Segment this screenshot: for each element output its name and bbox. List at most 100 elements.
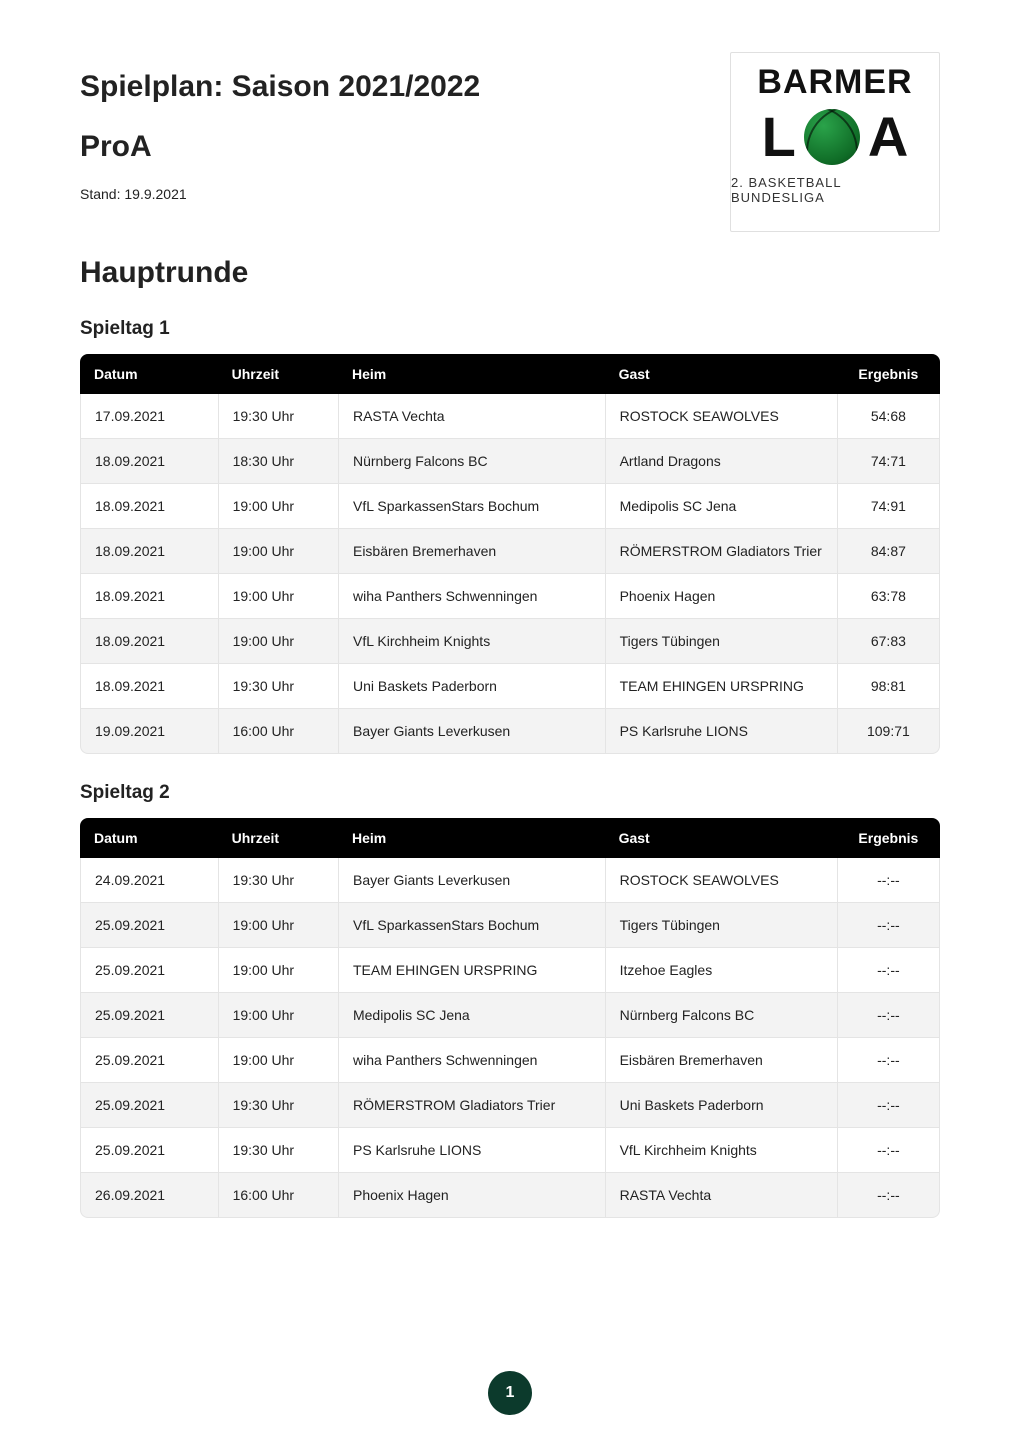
cell-datum: 24.09.2021 xyxy=(80,858,218,903)
table-row: 18.09.202119:30 UhrUni Baskets Paderborn… xyxy=(80,664,940,709)
column-header-heim: Heim xyxy=(338,354,605,394)
cell-ergebnis: 74:71 xyxy=(837,439,940,484)
cell-heim: Medipolis SC Jena xyxy=(338,993,605,1038)
cell-ergebnis: --:-- xyxy=(837,903,940,948)
table-row: 25.09.202119:30 UhrRÖMERSTROM Gladiators… xyxy=(80,1083,940,1128)
cell-uhrzeit: 19:30 Uhr xyxy=(218,1128,338,1173)
cell-uhrzeit: 16:00 Uhr xyxy=(218,709,338,754)
column-header-gast: Gast xyxy=(605,354,837,394)
league-logo: BARMER L A 2. BASKETBALL BUNDESLIGA xyxy=(730,52,940,232)
column-header-heim: Heim xyxy=(338,818,605,858)
table-row: 25.09.202119:00 Uhrwiha Panthers Schwenn… xyxy=(80,1038,940,1083)
cell-uhrzeit: 18:30 Uhr xyxy=(218,439,338,484)
cell-gast: Tigers Tübingen xyxy=(605,619,837,664)
cell-ergebnis: 54:68 xyxy=(837,394,940,439)
table-row: 18.09.202119:00 Uhrwiha Panthers Schwenn… xyxy=(80,574,940,619)
spieltag-title: Spieltag 2 xyxy=(80,782,940,804)
cell-ergebnis: --:-- xyxy=(837,1083,940,1128)
cell-uhrzeit: 19:00 Uhr xyxy=(218,574,338,619)
cell-ergebnis: --:-- xyxy=(837,1038,940,1083)
cell-gast: TEAM EHINGEN URSPRING xyxy=(605,664,837,709)
schedule-table: DatumUhrzeitHeimGastErgebnis17.09.202119… xyxy=(80,354,940,754)
cell-ergebnis: 67:83 xyxy=(837,619,940,664)
column-header-datum: Datum xyxy=(80,818,218,858)
cell-datum: 19.09.2021 xyxy=(80,709,218,754)
cell-gast: Nürnberg Falcons BC xyxy=(605,993,837,1038)
cell-heim: RASTA Vechta xyxy=(338,394,605,439)
cell-datum: 17.09.2021 xyxy=(80,394,218,439)
logo-letter-left: L xyxy=(762,104,796,169)
cell-heim: TEAM EHINGEN URSPRING xyxy=(338,948,605,993)
cell-uhrzeit: 19:00 Uhr xyxy=(218,484,338,529)
cell-gast: ROSTOCK SEAWOLVES xyxy=(605,858,837,903)
table-row: 25.09.202119:30 UhrPS Karlsruhe LIONSVfL… xyxy=(80,1128,940,1173)
cell-gast: RÖMERSTROM Gladiators Trier xyxy=(605,529,837,574)
cell-heim: Bayer Giants Leverkusen xyxy=(338,858,605,903)
cell-heim: Nürnberg Falcons BC xyxy=(338,439,605,484)
cell-heim: Eisbären Bremerhaven xyxy=(338,529,605,574)
column-header-gast: Gast xyxy=(605,818,837,858)
cell-uhrzeit: 16:00 Uhr xyxy=(218,1173,338,1218)
cell-gast: RASTA Vechta xyxy=(605,1173,837,1218)
cell-gast: VfL Kirchheim Knights xyxy=(605,1128,837,1173)
cell-gast: PS Karlsruhe LIONS xyxy=(605,709,837,754)
cell-heim: PS Karlsruhe LIONS xyxy=(338,1128,605,1173)
cell-datum: 25.09.2021 xyxy=(80,903,218,948)
schedule-table: DatumUhrzeitHeimGastErgebnis24.09.202119… xyxy=(80,818,940,1218)
cell-datum: 25.09.2021 xyxy=(80,993,218,1038)
cell-ergebnis: 63:78 xyxy=(837,574,940,619)
cell-ergebnis: --:-- xyxy=(837,948,940,993)
cell-ergebnis: 98:81 xyxy=(837,664,940,709)
cell-datum: 25.09.2021 xyxy=(80,1038,218,1083)
table-row: 24.09.202119:30 UhrBayer Giants Leverkus… xyxy=(80,858,940,903)
cell-heim: wiha Panthers Schwenningen xyxy=(338,574,605,619)
cell-datum: 18.09.2021 xyxy=(80,664,218,709)
spieltag-title: Spieltag 1 xyxy=(80,318,940,340)
cell-gast: Phoenix Hagen xyxy=(605,574,837,619)
cell-uhrzeit: 19:00 Uhr xyxy=(218,529,338,574)
cell-ergebnis: 74:91 xyxy=(837,484,940,529)
cell-gast: Uni Baskets Paderborn xyxy=(605,1083,837,1128)
table-row: 26.09.202116:00 UhrPhoenix HagenRASTA Ve… xyxy=(80,1173,940,1218)
table-row: 25.09.202119:00 UhrVfL SparkassenStars B… xyxy=(80,903,940,948)
logo-line1: BARMER xyxy=(757,63,912,102)
cell-datum: 18.09.2021 xyxy=(80,619,218,664)
cell-datum: 18.09.2021 xyxy=(80,484,218,529)
cell-datum: 25.09.2021 xyxy=(80,1083,218,1128)
cell-heim: VfL SparkassenStars Bochum xyxy=(338,903,605,948)
cell-heim: VfL SparkassenStars Bochum xyxy=(338,484,605,529)
cell-uhrzeit: 19:00 Uhr xyxy=(218,1038,338,1083)
table-row: 18.09.202118:30 UhrNürnberg Falcons BCAr… xyxy=(80,439,940,484)
cell-uhrzeit: 19:30 Uhr xyxy=(218,664,338,709)
cell-ergebnis: 109:71 xyxy=(837,709,940,754)
cell-datum: 25.09.2021 xyxy=(80,948,218,993)
cell-ergebnis: --:-- xyxy=(837,1128,940,1173)
cell-ergebnis: --:-- xyxy=(837,1173,940,1218)
cell-ergebnis: --:-- xyxy=(837,993,940,1038)
cell-gast: Eisbären Bremerhaven xyxy=(605,1038,837,1083)
cell-gast: Artland Dragons xyxy=(605,439,837,484)
cell-heim: RÖMERSTROM Gladiators Trier xyxy=(338,1083,605,1128)
column-header-datum: Datum xyxy=(80,354,218,394)
cell-heim: Uni Baskets Paderborn xyxy=(338,664,605,709)
cell-heim: wiha Panthers Schwenningen xyxy=(338,1038,605,1083)
cell-heim: Bayer Giants Leverkusen xyxy=(338,709,605,754)
table-row: 18.09.202119:00 UhrVfL SparkassenStars B… xyxy=(80,484,940,529)
cell-uhrzeit: 19:30 Uhr xyxy=(218,858,338,903)
cell-gast: Itzehoe Eagles xyxy=(605,948,837,993)
table-row: 18.09.202119:00 UhrVfL Kirchheim Knights… xyxy=(80,619,940,664)
cell-ergebnis: --:-- xyxy=(837,858,940,903)
column-header-uhrzeit: Uhrzeit xyxy=(218,354,338,394)
table-row: 25.09.202119:00 UhrMedipolis SC JenaNürn… xyxy=(80,993,940,1038)
cell-datum: 18.09.2021 xyxy=(80,529,218,574)
table-row: 19.09.202116:00 UhrBayer Giants Leverkus… xyxy=(80,709,940,754)
cell-datum: 25.09.2021 xyxy=(80,1128,218,1173)
logo-subtitle: 2. BASKETBALL BUNDESLIGA xyxy=(731,175,939,205)
cell-heim: VfL Kirchheim Knights xyxy=(338,619,605,664)
cell-datum: 18.09.2021 xyxy=(80,574,218,619)
table-row: 17.09.202119:30 UhrRASTA VechtaROSTOCK S… xyxy=(80,394,940,439)
table-row: 25.09.202119:00 UhrTEAM EHINGEN URSPRING… xyxy=(80,948,940,993)
cell-uhrzeit: 19:00 Uhr xyxy=(218,903,338,948)
column-header-uhrzeit: Uhrzeit xyxy=(218,818,338,858)
cell-datum: 18.09.2021 xyxy=(80,439,218,484)
